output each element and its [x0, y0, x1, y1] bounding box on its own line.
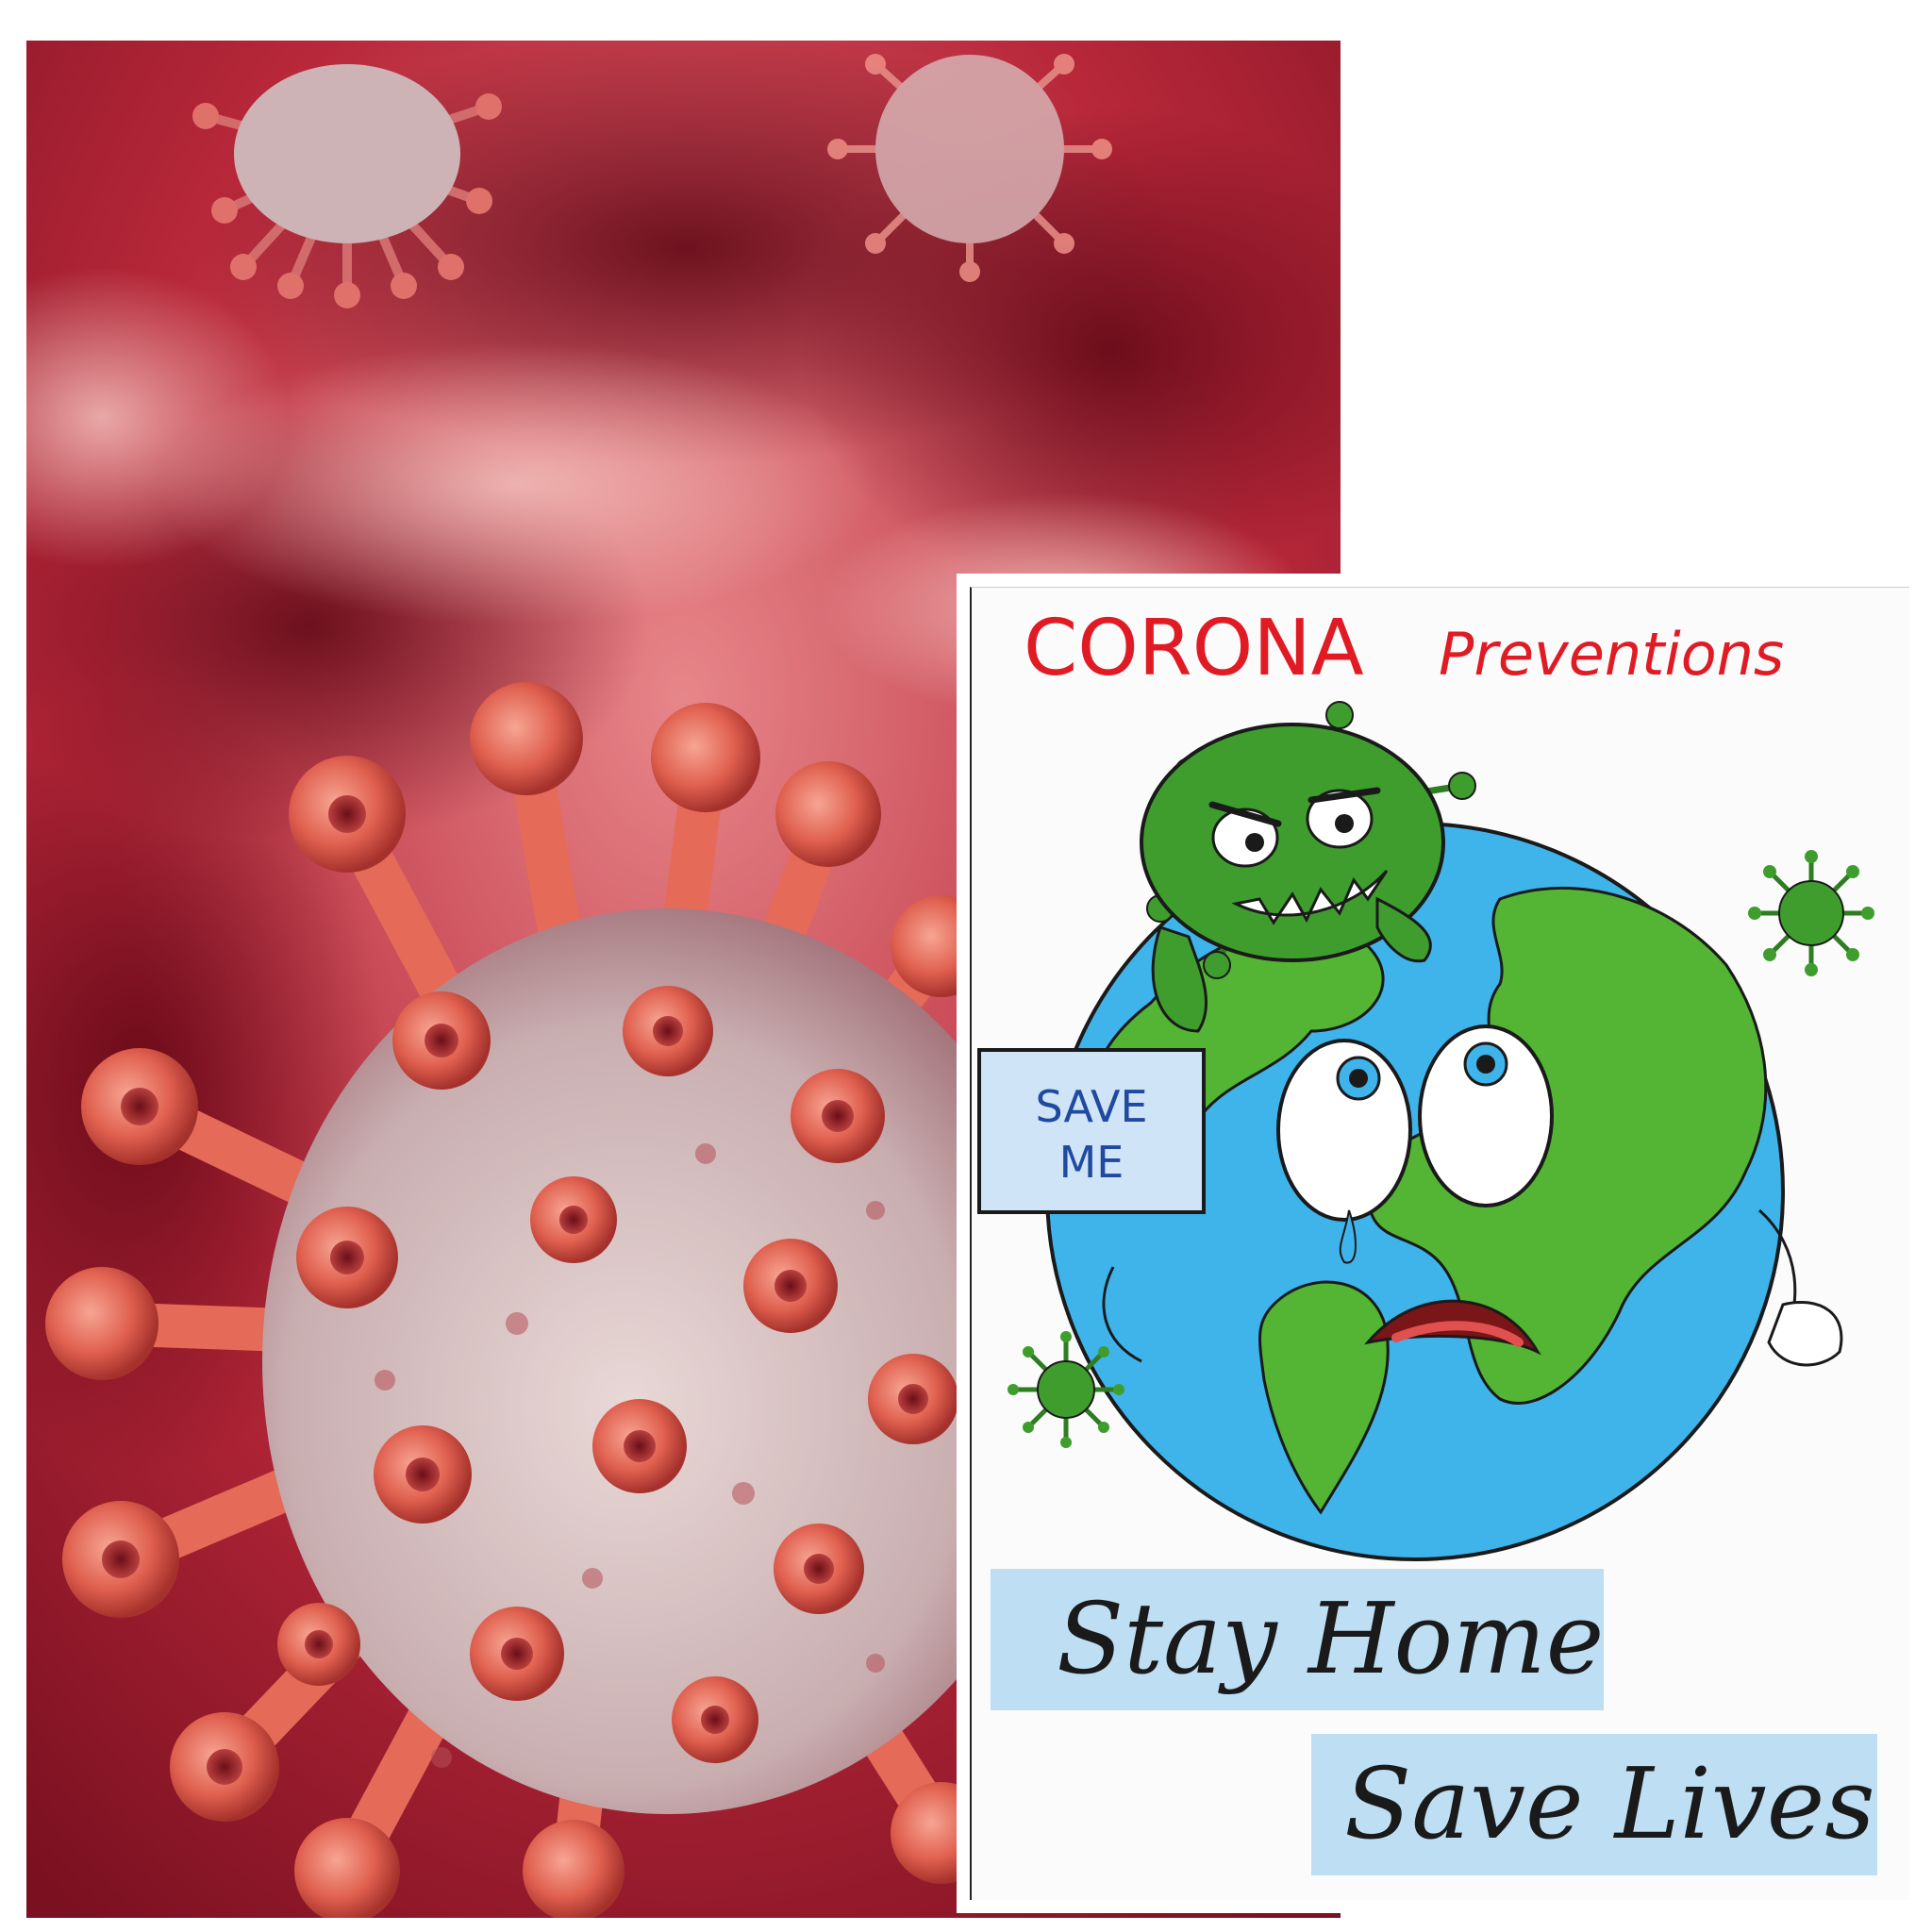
virus-photo [26, 41, 1341, 1918]
small-virus-top-left [192, 64, 502, 308]
poster-title-preventions: Preventions [1439, 620, 1784, 689]
save-me-sign: SAVE ME [977, 1048, 1206, 1214]
earth-character [1045, 822, 1843, 1561]
small-virus-right [1748, 850, 1874, 976]
slogan-line-1: Stay Home [1057, 1581, 1604, 1696]
large-virus [45, 682, 1075, 1918]
slogan-highlight-2 [1311, 1734, 1877, 1875]
prevention-poster: CORONA Preventions SAVE [970, 587, 1909, 1900]
small-virus-left [1008, 1331, 1124, 1448]
poster-canvas: CORONA Preventions SAVE [972, 588, 1909, 1900]
sign-line-me: ME [1059, 1137, 1124, 1188]
sign-line-save: SAVE [1035, 1081, 1147, 1132]
virus-photo-canvas [26, 41, 1341, 1918]
slogan-line-2: Save Lives [1344, 1746, 1875, 1861]
small-virus-top-right [827, 54, 1112, 282]
green-virus-character [1140, 701, 1476, 1033]
poster-title-corona: CORONA [1024, 604, 1364, 693]
slogan-highlight-1 [991, 1569, 1604, 1710]
